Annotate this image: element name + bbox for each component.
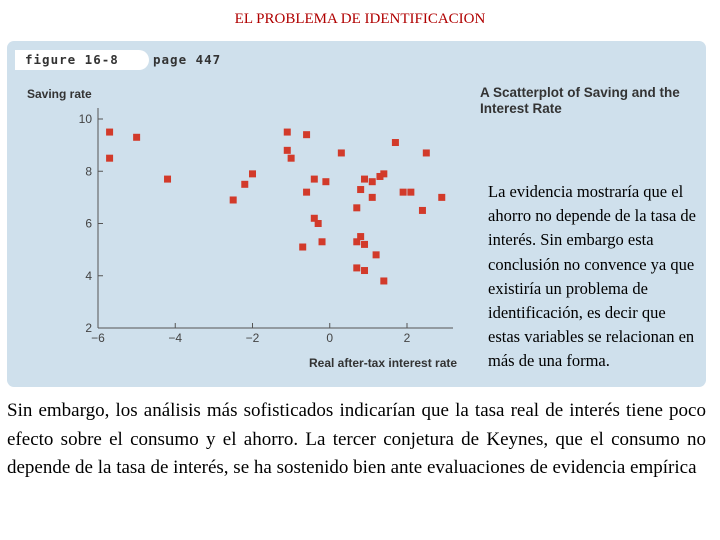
data-point [283,146,291,154]
data-point [438,193,446,201]
data-point [303,131,311,139]
y-tick-label: 10 [79,112,93,126]
axes: 2 4 6 8 10 −6 −4 −2 0 2 [79,108,453,345]
x-tick-label: 2 [404,331,411,345]
chart-title: A Scatterplot of Saving and the Interest… [480,85,680,116]
data-point [353,238,361,246]
scatterplot: 2 4 6 8 10 −6 −4 −2 0 2 Saving rate Real after-ta… [27,87,457,370]
x-tick-label: 0 [326,331,333,345]
x-tick-label: −4 [168,331,182,345]
data-points [106,128,446,285]
explanation-text: La evidencia mostraría que el ahorro no … [488,182,696,371]
slide-title: EL PROBLEMA DE IDENTIFICACION [234,11,486,27]
data-point [380,277,388,285]
y-tick-label: 2 [85,321,92,335]
data-point [353,264,361,272]
figure-label: figure 16-8 [25,52,119,67]
data-point [368,178,376,186]
data-point [357,186,365,194]
data-point [229,196,237,204]
data-point [106,128,114,136]
data-point [380,170,388,178]
data-point [318,238,326,246]
data-point [310,214,318,222]
figure-page: page 447 [153,52,222,67]
data-point [283,128,291,136]
data-point [249,170,256,178]
data-point [399,188,407,196]
figure-panel: figure 16-8 page 447 A Scatterplot of Sa… [7,41,706,387]
data-point [337,149,345,157]
y-tick-label: 8 [85,164,92,178]
data-point [106,154,114,162]
data-point [376,172,384,180]
data-point [357,233,365,241]
data-point [391,139,399,147]
data-point [322,178,330,186]
data-point [368,193,376,201]
data-point [241,180,249,188]
data-point [361,267,369,275]
data-point [164,175,172,183]
x-axis-label: Real after-tax interest rate [309,356,457,370]
data-point [310,175,318,183]
data-point [361,175,369,183]
y-tick-label: 6 [85,217,92,231]
data-point [418,206,426,214]
data-point [372,251,380,259]
data-point [422,149,430,157]
data-point [407,188,415,196]
data-point [314,220,322,227]
y-axis-label: Saving rate [27,87,92,101]
data-point [299,243,307,251]
conclusion-paragraph: Sin embargo, los análisis más sofisticad… [7,400,706,478]
data-point [361,240,369,248]
figure-header-tab [15,50,149,70]
data-point [287,154,295,162]
data-point [133,133,141,141]
x-tick-label: −6 [91,331,105,345]
data-point [353,204,361,212]
x-tick-label: −2 [246,331,260,345]
y-tick-label: 4 [85,269,92,283]
data-point [303,188,311,196]
